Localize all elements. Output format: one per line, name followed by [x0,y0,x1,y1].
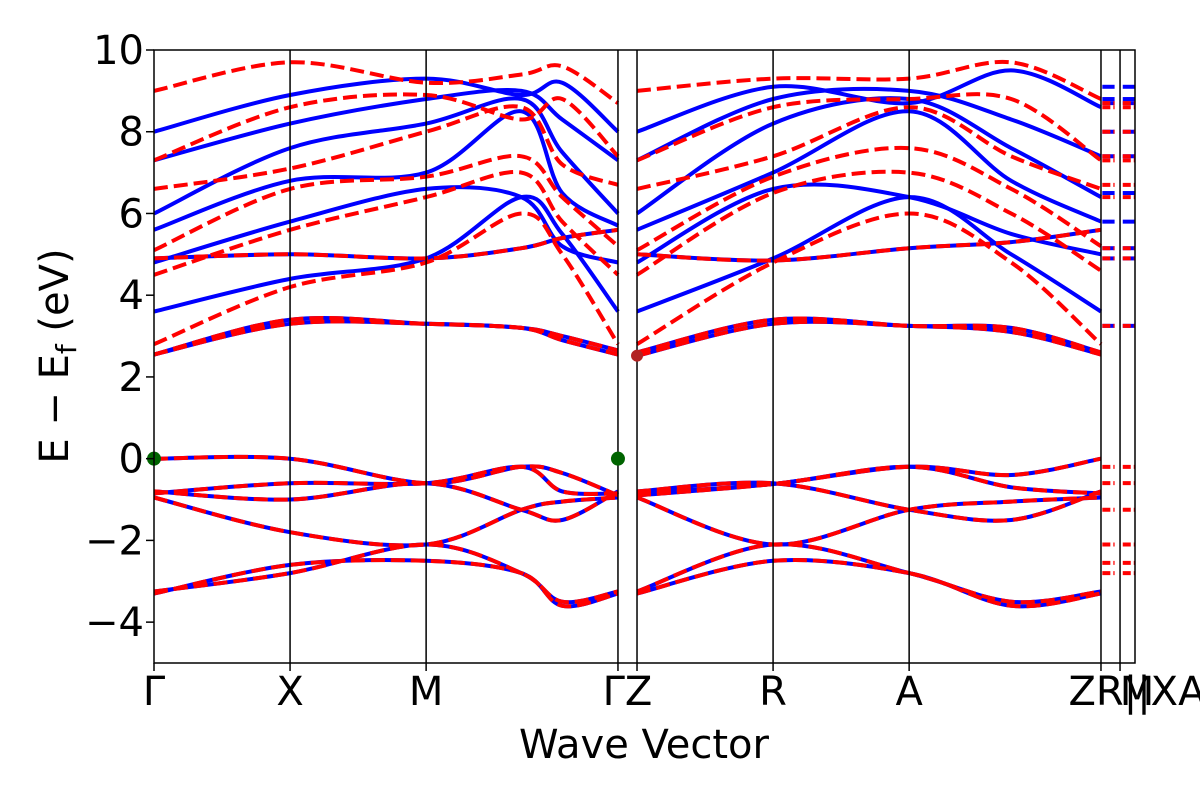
x-tick-label-6: ZR||XA [1069,669,1200,715]
y-axis-ticks: −4 −2 0 2 4 6 8 10 [85,28,154,646]
y-tick-label-6: 8 [119,110,144,156]
plot-frame [153,49,1136,664]
x-tick-label-2: M [409,669,444,715]
spin-down-conduction-band-4 [154,92,1103,163]
vbm-marker-1 [610,451,625,466]
x-tick-label-5: A [895,669,923,715]
x-tick-label-4: R [759,669,787,715]
spin-down-conduction-band-5 [154,59,1102,105]
spin-up-conduction-band-3 [154,96,1102,216]
spin-down-valence-band-1 [154,464,1102,496]
band-lines [154,59,1135,609]
spin-down-conduction-band-3 [154,104,1102,191]
spin-down-valence-band-3 [154,495,1102,548]
y-axis-label: E − Ef (eV) [32,248,83,463]
spin-down-shared-band-1 [154,316,1102,357]
spin-down-conduction-band-1 [154,169,1103,277]
spin-down-conduction-band-0 [154,211,1103,347]
spin-up-conduction-band-5 [154,68,1102,134]
x-tick-label-1: X [276,669,303,715]
spin-down-valence-band-5 [154,542,1102,605]
spin-up-conduction-band-2 [154,109,1102,232]
y-tick-label-4: 4 [119,273,144,319]
y-axis-label-tail: (eV) [32,248,78,344]
x-tick-label-7: M [1120,669,1155,715]
y-tick-label-1: −2 [85,518,144,564]
x-tick-label-3: ΓZ [603,669,653,715]
y-axis-label-main: E − E [32,354,78,464]
y-tick-label-7: 10 [93,28,144,74]
x-tick-label-0: Γ [143,669,166,715]
x-axis-ticks: Γ X M ΓZ R A ZR||XAM [143,663,1200,715]
spin-down-valence-band-4 [154,558,1102,609]
spin-down-conduction-band-2 [154,145,1103,253]
x-axis-label: Wave Vector [519,722,770,768]
cbm-marker [631,349,644,362]
y-tick-label-5: 6 [119,191,144,237]
spin-down-shared-band-2 [154,227,1102,263]
y-axis-label-subscript: f [50,343,83,354]
y-tick-label-2: 0 [119,437,144,483]
y-tick-label-3: 2 [119,355,144,401]
y-tick-label-0: −4 [85,600,144,646]
